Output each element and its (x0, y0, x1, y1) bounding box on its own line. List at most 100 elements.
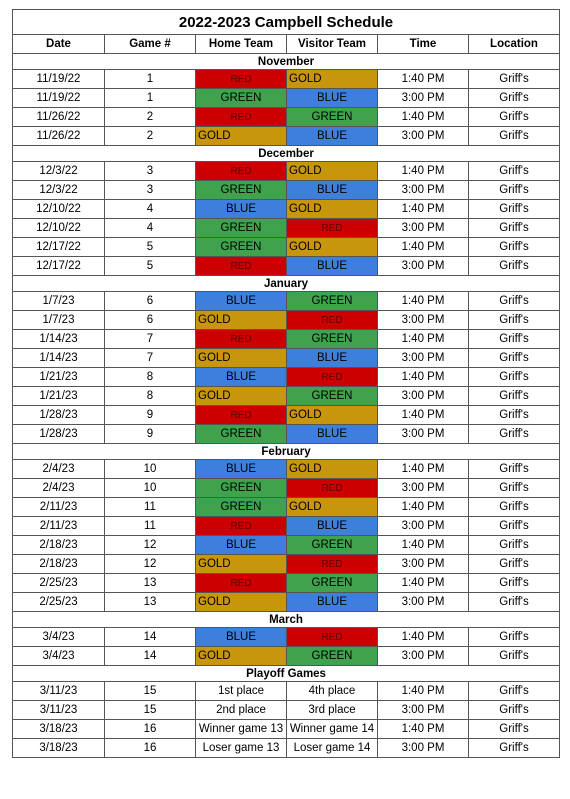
game-row: 1/28/23 9 GREEN BLUE 3:00 PM Griff's (12, 424, 561, 444)
visitor-team-cell: GREEN (286, 329, 378, 349)
date-cell: 11/26/22 (12, 126, 105, 146)
location-cell: Griff's (467, 107, 561, 127)
home-team-cell: RED (195, 161, 287, 181)
home-team-cell: GOLD (195, 126, 287, 146)
visitor-team-cell: 3rd place (286, 700, 378, 720)
game-row: 3/4/23 14 BLUE RED 1:40 PM Griff's (12, 627, 561, 647)
time-cell: 1:40 PM (377, 459, 469, 479)
visitor-team-cell: GOLD (286, 459, 378, 479)
header-time: Time (377, 34, 469, 54)
game-row: 3/18/23 16 Winner game 13 Winner game 14 1:4… (12, 719, 561, 739)
date-cell: 3/18/23 (12, 738, 105, 758)
home-team-cell: GREEN (195, 424, 287, 444)
home-team-cell: GREEN (195, 497, 287, 517)
location-cell: Griff's (467, 161, 561, 181)
visitor-team-cell: RED (286, 478, 378, 498)
visitor-team-cell: BLUE (286, 256, 378, 276)
date-cell: 11/26/22 (12, 107, 105, 127)
location-cell: Griff's (467, 459, 561, 479)
game-number-cell: 7 (104, 329, 196, 349)
game-number-cell: 12 (104, 554, 196, 574)
game-row: 12/3/22 3 GREEN BLUE 3:00 PM Griff's (12, 180, 561, 200)
date-cell: 12/17/22 (12, 237, 105, 257)
date-cell: 1/28/23 (12, 405, 105, 425)
date-cell: 12/10/22 (12, 199, 105, 219)
date-cell: 1/14/23 (12, 348, 105, 368)
section-row: January (11, 275, 561, 292)
game-row: 3/11/23 15 1st place 4th place 1:40 PM Griff'… (12, 681, 561, 701)
date-cell: 2/18/23 (12, 535, 105, 555)
header-location: Location (467, 34, 561, 54)
location-cell: Griff's (467, 424, 561, 444)
game-number-cell: 2 (104, 107, 196, 127)
game-number-cell: 4 (104, 218, 196, 238)
home-team-cell: GREEN (195, 218, 287, 238)
schedule-title: 2022-2023 Campbell Schedule (11, 9, 561, 35)
time-cell: 3:00 PM (377, 478, 469, 498)
location-cell: Griff's (467, 516, 561, 536)
game-number-cell: 4 (104, 199, 196, 219)
home-team-cell: BLUE (195, 367, 287, 387)
date-cell: 2/4/23 (12, 478, 105, 498)
schedule-table: 2022-2023 Campbell Schedule Date Game # … (11, 9, 561, 758)
time-cell: 1:40 PM (377, 329, 469, 349)
time-cell: 3:00 PM (377, 256, 469, 276)
game-row: 11/26/22 2 RED GREEN 1:40 PM Griff's (12, 107, 561, 127)
time-cell: 1:40 PM (377, 367, 469, 387)
visitor-team-cell: RED (286, 367, 378, 387)
location-cell: Griff's (467, 738, 561, 758)
visitor-team-cell: GREEN (286, 535, 378, 555)
location-cell: Griff's (467, 126, 561, 146)
home-team-cell: RED (195, 69, 287, 89)
location-cell: Griff's (467, 573, 561, 593)
game-number-cell: 8 (104, 367, 196, 387)
game-row: 1/7/23 6 GOLD RED 3:00 PM Griff's (12, 310, 561, 330)
visitor-team-cell: Winner game 14 (286, 719, 378, 739)
home-team-cell: GOLD (195, 386, 287, 406)
game-number-cell: 8 (104, 386, 196, 406)
game-number-cell: 10 (104, 459, 196, 479)
section-heading: December (11, 145, 561, 162)
time-cell: 1:40 PM (377, 627, 469, 647)
header-row: Date Game # Home Team Visitor Team Time … (12, 34, 561, 54)
game-number-cell: 2 (104, 126, 196, 146)
date-cell: 11/19/22 (12, 69, 105, 89)
date-cell: 3/11/23 (12, 700, 105, 720)
header-date: Date (12, 34, 105, 54)
home-team-cell: BLUE (195, 199, 287, 219)
location-cell: Griff's (467, 180, 561, 200)
time-cell: 1:40 PM (377, 573, 469, 593)
game-number-cell: 15 (104, 700, 196, 720)
location-cell: Griff's (467, 310, 561, 330)
time-cell: 1:40 PM (377, 107, 469, 127)
game-number-cell: 5 (104, 256, 196, 276)
home-team-cell: Loser game 13 (195, 738, 287, 758)
location-cell: Griff's (467, 291, 561, 311)
home-team-cell: GOLD (195, 310, 287, 330)
location-cell: Griff's (467, 405, 561, 425)
game-row: 12/17/22 5 GREEN GOLD 1:40 PM Griff's (12, 237, 561, 257)
game-row: 11/19/22 1 RED GOLD 1:40 PM Griff's (12, 69, 561, 89)
game-row: 3/18/23 16 Loser game 13 Loser game 14 3:00 … (12, 738, 561, 758)
game-number-cell: 12 (104, 535, 196, 555)
time-cell: 1:40 PM (377, 291, 469, 311)
home-team-cell: GOLD (195, 646, 287, 666)
section-heading: November (11, 53, 561, 70)
visitor-team-cell: GREEN (286, 291, 378, 311)
home-team-cell: GREEN (195, 88, 287, 108)
visitor-team-cell: Loser game 14 (286, 738, 378, 758)
location-cell: Griff's (467, 497, 561, 517)
location-cell: Griff's (467, 237, 561, 257)
time-cell: 3:00 PM (377, 516, 469, 536)
header-game-number: Game # (104, 34, 196, 54)
visitor-team-cell: GREEN (286, 573, 378, 593)
time-cell: 3:00 PM (377, 310, 469, 330)
location-cell: Griff's (467, 700, 561, 720)
game-number-cell: 7 (104, 348, 196, 368)
date-cell: 12/17/22 (12, 256, 105, 276)
date-cell: 2/18/23 (12, 554, 105, 574)
location-cell: Griff's (467, 367, 561, 387)
visitor-team-cell: RED (286, 627, 378, 647)
time-cell: 1:40 PM (377, 719, 469, 739)
visitor-team-cell: BLUE (286, 348, 378, 368)
